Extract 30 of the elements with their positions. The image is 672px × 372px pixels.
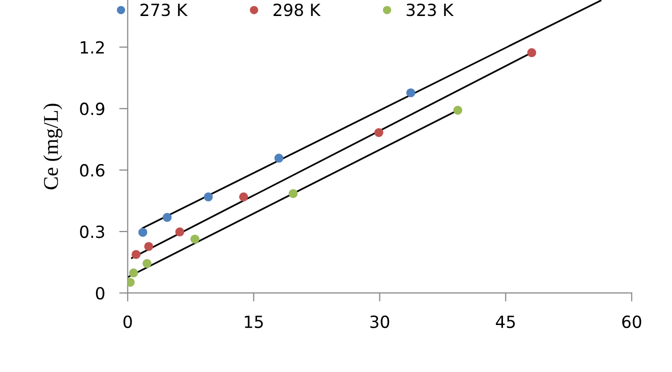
legend-label: 273 K	[140, 4, 188, 16]
y-tick-label: 0.3	[80, 225, 104, 238]
point	[132, 250, 141, 259]
y-axis-title: Ce (mg/L)	[43, 104, 62, 190]
y-tick-label: 0	[96, 286, 104, 300]
x-tick-label: 15	[244, 316, 263, 328]
point	[175, 227, 184, 236]
point	[162, 212, 172, 222]
point	[129, 268, 138, 278]
y-tick-label: 1.2	[80, 41, 104, 54]
point	[190, 234, 200, 244]
x-tick-label: 60	[622, 316, 642, 328]
point	[374, 128, 384, 138]
y-tick-label: 0.9	[80, 102, 104, 116]
legend-label: 323 K	[406, 4, 454, 16]
point	[204, 192, 213, 202]
point	[406, 88, 416, 98]
point	[288, 189, 298, 198]
legend-label: 298 K	[274, 4, 321, 16]
point	[138, 228, 148, 237]
x-tick-label: 30	[370, 316, 390, 328]
y-tick-label: 0.6	[80, 164, 104, 177]
point	[274, 154, 284, 163]
point	[142, 258, 152, 268]
point	[239, 192, 248, 202]
point	[527, 48, 536, 58]
x-tick-label: 45	[496, 316, 515, 328]
point	[144, 242, 154, 251]
x-tick-label: 0	[123, 316, 132, 328]
point	[453, 106, 462, 115]
